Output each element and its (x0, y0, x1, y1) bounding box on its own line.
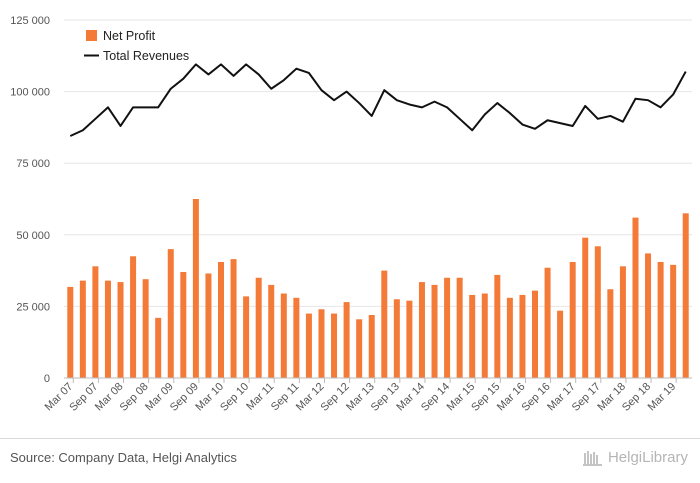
bar-net-profit (205, 273, 212, 378)
bar-net-profit (318, 309, 325, 378)
bar-net-profit (167, 249, 174, 378)
bar-net-profit (645, 253, 652, 378)
bar-net-profit (305, 313, 312, 378)
bar-net-profit (142, 279, 149, 378)
bar-net-profit (494, 274, 501, 378)
bar-net-profit (243, 296, 250, 378)
chart: 0 25 000 50 000 75 000 100 000 125 000 Mar 07… (10, 15, 692, 414)
y-tick-label: 25 000 (16, 301, 50, 313)
bar-net-profit (431, 284, 438, 378)
bar-net-profit (582, 237, 589, 378)
bar-net-profit (381, 270, 388, 378)
x-tick-label: Mar 19 (646, 381, 679, 414)
bar-net-profit (67, 286, 74, 378)
bar-net-profit (293, 297, 300, 378)
bar-net-profit (180, 272, 187, 378)
footer-divider (0, 438, 700, 439)
bar-net-profit (544, 267, 551, 378)
y-tick-label: 75 000 (16, 158, 50, 170)
legend-label-net-profit: Net Profit (103, 29, 156, 43)
bar-net-profit (343, 302, 350, 378)
x-tick-label: Sep 10 (218, 381, 251, 414)
bar-net-profit (280, 293, 287, 378)
bar-net-profit (632, 217, 639, 378)
bar-net-profit (481, 293, 488, 378)
line-total-revenues (69, 63, 687, 137)
total-revenues-line (69, 63, 687, 137)
bar-net-profit (230, 259, 237, 378)
bar-net-profit (155, 317, 162, 378)
bar-net-profit (506, 297, 513, 378)
bar-net-profit (557, 310, 564, 378)
bar-net-profit (569, 262, 576, 378)
bar-net-profit (469, 294, 476, 378)
source-note: Source: Company Data, Helgi Analytics (10, 450, 237, 465)
bar-net-profit (192, 199, 199, 378)
bar-net-profit (607, 289, 614, 378)
bar-net-profit (594, 246, 601, 378)
legend-swatch-net-profit (86, 30, 97, 41)
net-profit-bars (67, 199, 689, 378)
bar-net-profit (532, 290, 538, 378)
bar-net-profit (92, 266, 99, 378)
brand-logo: HelgiLibrary (582, 449, 688, 466)
bar-net-profit (519, 294, 526, 378)
y-axis-ticks: 0 25 000 50 000 75 000 100 000 125 000 (10, 15, 50, 385)
bar-net-profit (418, 282, 425, 378)
bar-net-profit (456, 277, 463, 378)
y-tick-label: 0 (44, 373, 50, 385)
bar-net-profit (117, 282, 124, 378)
bar-net-profit (331, 313, 338, 378)
bar-net-profit (356, 319, 363, 378)
y-tick-label: 100 000 (10, 87, 50, 99)
bar-net-profit (619, 266, 626, 378)
bar-net-profit (670, 264, 677, 378)
bar-net-profit (268, 284, 275, 378)
brand-name: HelgiLibrary (607, 449, 688, 466)
bar-net-profit (130, 256, 137, 378)
bar-net-profit (682, 213, 689, 378)
bar-net-profit (218, 262, 224, 378)
bar-net-profit (255, 277, 262, 378)
library-icon (582, 450, 602, 466)
bar-net-profit (444, 277, 451, 378)
y-tick-label: 125 000 (10, 15, 50, 27)
bar-net-profit (393, 299, 400, 378)
y-tick-label: 50 000 (16, 230, 50, 242)
legend-label-total-revenues: Total Revenues (103, 49, 189, 63)
bar-net-profit (657, 262, 664, 378)
legend: Net Profit Total Revenues (84, 29, 189, 63)
bar-net-profit (104, 280, 111, 378)
bar-net-profit (406, 300, 413, 378)
bar-net-profit (79, 280, 86, 378)
bar-net-profit (368, 314, 375, 378)
